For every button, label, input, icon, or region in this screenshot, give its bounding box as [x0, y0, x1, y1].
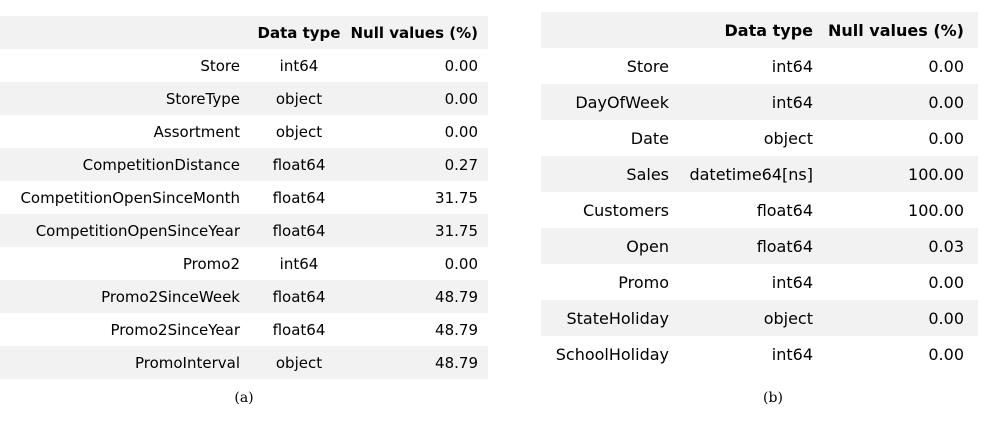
null-values-cell: 0.27: [444, 155, 478, 174]
row-label: Store: [200, 56, 240, 75]
data-type-cell: int64: [279, 254, 319, 273]
table-a: Data type Null values (%) Store int64 0.00…: [0, 16, 488, 379]
row-label: SchoolHoliday: [555, 344, 669, 364]
data-type-cell: float64: [272, 320, 326, 339]
header-data-type: Data type: [724, 20, 813, 40]
row-label: PromoInterval: [134, 353, 240, 372]
table-row: Store int64 0.00: [0, 49, 488, 82]
table-a-caption: (a): [234, 390, 254, 406]
data-type-cell: object: [275, 353, 323, 372]
null-values-cell: 0.00: [444, 56, 478, 75]
row-label: Date: [630, 128, 669, 148]
data-type-cell: float64: [756, 236, 813, 256]
data-type-cell: object: [275, 89, 323, 108]
table-row: Promo2SinceWeek float64 48.79: [0, 280, 488, 313]
table-row: Store int64 0.00: [541, 48, 978, 84]
null-values-cell: 0.00: [928, 56, 964, 76]
data-type-cell: float64: [272, 188, 326, 207]
row-label: Promo2SinceYear: [110, 320, 240, 339]
null-values-cell: 31.75: [435, 221, 478, 240]
table-row: CompetitionOpenSinceMonth float64 31.75: [0, 181, 488, 214]
header-index: [0, 16, 250, 49]
table-row: SchoolHoliday int64 0.00: [541, 336, 978, 372]
row-label: Customers: [582, 200, 669, 220]
row-label: StoreType: [165, 89, 240, 108]
null-values-cell: 0.00: [444, 122, 478, 141]
data-type-cell: int64: [771, 272, 813, 292]
null-values-cell: 0.03: [928, 236, 964, 256]
header-null-values: Null values (%): [350, 23, 478, 42]
null-values-cell: 0.00: [928, 344, 964, 364]
data-type-cell: int64: [771, 344, 813, 364]
data-type-cell: int64: [771, 56, 813, 76]
table-row: StateHoliday object 0.00: [541, 300, 978, 336]
row-label: CompetitionDistance: [82, 155, 240, 174]
table-row: Sales datetime64[ns] 100.00: [541, 156, 978, 192]
data-type-cell: int64: [279, 56, 319, 75]
null-values-cell: 0.00: [444, 89, 478, 108]
null-values-cell: 100.00: [908, 200, 964, 220]
row-label: Open: [626, 236, 669, 256]
header-data-type: Data type: [257, 23, 341, 42]
table-row: Open float64 0.03: [541, 228, 978, 264]
null-values-cell: 48.79: [435, 353, 478, 372]
null-values-cell: 48.79: [435, 320, 478, 339]
null-values-cell: 0.00: [928, 272, 964, 292]
null-values-cell: 0.00: [444, 254, 478, 273]
table-row: CompetitionOpenSinceYear float64 31.75: [0, 214, 488, 247]
row-label: DayOfWeek: [575, 92, 669, 112]
data-type-cell: float64: [756, 200, 813, 220]
table-row: Date object 0.00: [541, 120, 978, 156]
table-row: DayOfWeek int64 0.00: [541, 84, 978, 120]
row-label: CompetitionOpenSinceMonth: [20, 188, 240, 207]
row-label: StateHoliday: [566, 308, 670, 328]
null-values-cell: 0.00: [928, 92, 964, 112]
null-values-cell: 0.00: [928, 128, 964, 148]
row-label: Promo2: [182, 254, 240, 273]
table-row: Assortment object 0.00: [0, 115, 488, 148]
row-label: Store: [626, 56, 669, 76]
data-type-cell: float64: [272, 155, 326, 174]
data-type-cell: object: [763, 308, 813, 328]
row-label: CompetitionOpenSinceYear: [35, 221, 240, 240]
table-row: StoreType object 0.00: [0, 82, 488, 115]
table-row: Promo2SinceYear float64 48.79: [0, 313, 488, 346]
row-label: Assortment: [153, 122, 240, 141]
null-values-cell: 31.75: [435, 188, 478, 207]
data-type-cell: object: [275, 122, 323, 141]
row-label: Sales: [626, 164, 669, 184]
row-label: Promo: [618, 272, 669, 292]
row-label: Promo2SinceWeek: [101, 287, 240, 306]
data-type-cell: datetime64[ns]: [689, 164, 813, 184]
data-type-cell: int64: [771, 92, 813, 112]
null-values-cell: 0.00: [928, 308, 964, 328]
header-row: Data type Null values (%): [541, 12, 978, 48]
table-row: CompetitionDistance float64 0.27: [0, 148, 488, 181]
table-b-caption: (b): [763, 390, 783, 406]
data-type-cell: float64: [272, 287, 326, 306]
data-type-cell: float64: [272, 221, 326, 240]
table-row: PromoInterval object 48.79: [0, 346, 488, 379]
table-b: Data type Null values (%) Store int64 0.00…: [541, 12, 978, 372]
header-row: Data type Null values (%): [0, 16, 488, 49]
table-row: Promo int64 0.00: [541, 264, 978, 300]
header-null-values: Null values (%): [827, 20, 964, 40]
null-values-cell: 48.79: [435, 287, 478, 306]
table-row: Customers float64 100.00: [541, 192, 978, 228]
data-type-cell: object: [763, 128, 813, 148]
header-index: [541, 12, 679, 48]
null-values-cell: 100.00: [908, 164, 964, 184]
table-row: Promo2 int64 0.00: [0, 247, 488, 280]
